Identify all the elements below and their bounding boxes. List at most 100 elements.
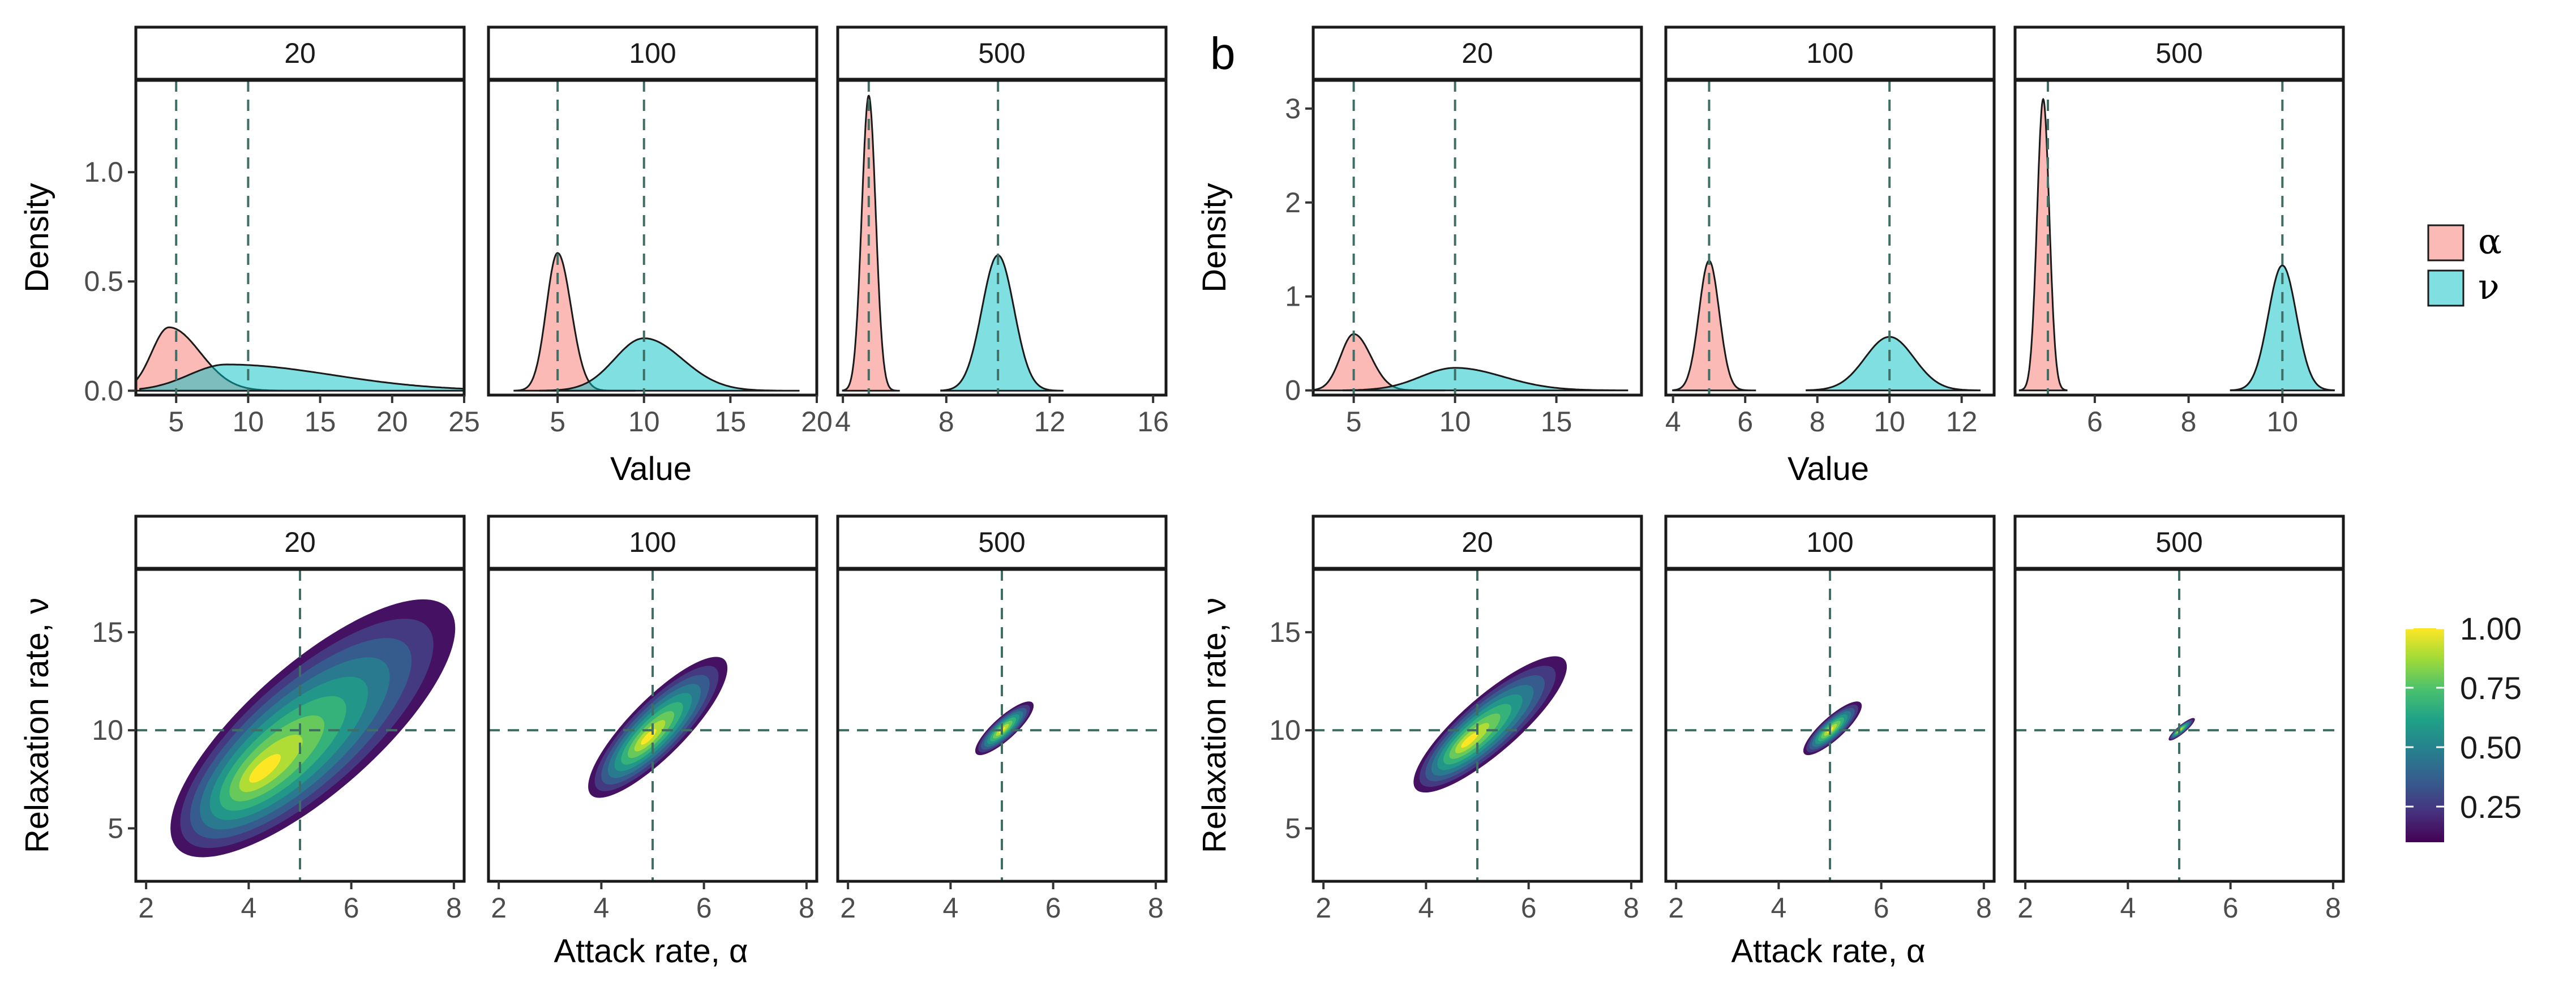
- panel-letter-b: b: [1210, 28, 1236, 79]
- x-tick-label: 8: [2181, 406, 2197, 438]
- facet-border: [487, 568, 818, 883]
- density-curve-nu: [1343, 367, 1628, 392]
- colorbar-tick-label: 1.00: [2460, 611, 2522, 646]
- x-tick-label: 6: [696, 892, 712, 924]
- x-tick-label: 8: [1148, 892, 1164, 924]
- facet-content: [2015, 569, 2343, 881]
- y-tick-label: 0: [1285, 375, 1301, 406]
- colorbar-tick-label: 0.75: [2460, 670, 2522, 706]
- facet-strip-label: 100: [1806, 526, 1853, 558]
- facet-panel-density-left-100: 100 5 10 15 20: [487, 25, 833, 438]
- facet-border: [487, 79, 818, 397]
- density-curve-nu: [2230, 264, 2335, 392]
- facet-panel-density-left-500: 500 4 8 12 16: [835, 25, 1169, 438]
- x-tick-label: 2: [1315, 892, 1331, 924]
- facet-panel-density2d-left-500: 500 2 4 6 8: [836, 515, 1168, 924]
- facet-content: [1313, 569, 1641, 881]
- facet-panel-density-left-20: 20 5 10 15 20 25 0.0 0.5 1.0: [84, 25, 480, 438]
- x-tick-label: 20: [376, 406, 408, 438]
- facet-strip: [836, 25, 1168, 81]
- facet-border: [2013, 79, 2345, 397]
- colorbar-gradient: [2406, 628, 2444, 842]
- x-tick-label: 8: [1976, 892, 1992, 924]
- facet-strip-label: 20: [284, 37, 316, 69]
- x-tick-label: 2: [138, 892, 154, 924]
- y-tick-label: 3: [1285, 93, 1301, 125]
- x-tick-label: 15: [1541, 406, 1572, 438]
- y-tick-label: 5: [1285, 812, 1301, 844]
- y-tick-label: 0.0: [84, 375, 123, 406]
- facet-border: [2013, 568, 2345, 883]
- facet-strip-label: 20: [284, 526, 316, 558]
- y-tick-label: 5: [108, 812, 123, 844]
- facet-strip-label: 500: [2155, 37, 2202, 69]
- x-tick-label: 8: [1623, 892, 1639, 924]
- colorbar-tick-label: 0.50: [2460, 730, 2522, 765]
- facet-border: [134, 79, 466, 397]
- y-tick-label: 15: [1269, 616, 1301, 648]
- facet-content: [2018, 80, 2335, 395]
- facet-border: [1311, 79, 1643, 397]
- x-tick-label: 10: [233, 406, 264, 438]
- x-tick-label: 4: [1665, 406, 1681, 438]
- facet-strip-label: 100: [629, 526, 676, 558]
- facet-strip-label: 100: [1806, 37, 1853, 69]
- y-axis-title-density: Density: [1196, 183, 1233, 292]
- x-axis-title-attack: Attack rate, α: [1731, 933, 1926, 970]
- facet-border: [1664, 568, 1996, 883]
- facet-panel-density2d-right-20: 20 2 4 6 8 5 10 15: [1269, 515, 1643, 924]
- facet-content: [1666, 569, 1994, 881]
- facet-panel-density2d-right-500: 500 2 4 6 8: [2013, 515, 2345, 924]
- density-curve-alpha: [842, 95, 900, 392]
- x-tick-label: 6: [1737, 406, 1753, 438]
- facet-border: [836, 568, 1168, 883]
- facet-content: [513, 80, 800, 395]
- x-tick-label: 10: [628, 406, 660, 438]
- facet-border: [1664, 79, 1996, 397]
- facet-strip-label: 20: [1461, 526, 1493, 558]
- facet-content: [1672, 80, 1981, 395]
- facet-strip-label: 100: [629, 37, 676, 69]
- x-tick-label: 8: [799, 892, 815, 924]
- x-tick-label: 6: [1521, 892, 1537, 924]
- x-tick-label: 15: [715, 406, 747, 438]
- legend-label-alpha: α: [2478, 221, 2502, 262]
- x-tick-label: 4: [1771, 892, 1786, 924]
- facet-border: [1311, 568, 1643, 883]
- x-tick-label: 4: [942, 892, 958, 924]
- x-tick-label: 20: [801, 406, 833, 438]
- facet-content: [1313, 80, 1628, 395]
- facet-strip: [487, 25, 818, 81]
- facet-content: [842, 80, 1064, 395]
- x-tick-label: 4: [241, 892, 256, 924]
- facet-content: [488, 569, 817, 881]
- density-contour-level: [249, 754, 281, 783]
- density-curve-nu: [1806, 336, 1981, 392]
- y-tick-label: 15: [92, 616, 123, 648]
- x-tick-label: 10: [2266, 406, 2298, 438]
- facet-border: [134, 568, 466, 883]
- y-axis-title-density: Density: [19, 183, 55, 292]
- density-contour-level: [1461, 732, 1478, 748]
- facet-strip: [1311, 25, 1643, 81]
- y-tick-label: 1.0: [84, 156, 123, 188]
- x-axis-title-value: Value: [610, 451, 692, 487]
- facet-strip-label: 500: [978, 37, 1025, 69]
- facet-panel-density2d-right-100: 100 2 4 6 8: [1664, 515, 1996, 924]
- x-tick-label: 6: [1045, 892, 1061, 924]
- colorbar-tick-label: 0.25: [2460, 789, 2522, 825]
- legend-swatch-nu: [2427, 269, 2464, 307]
- density-curve-nu: [940, 254, 1064, 392]
- x-tick-label: 2: [491, 892, 507, 924]
- facet-border: [836, 79, 1168, 397]
- x-tick-label: 6: [344, 892, 359, 924]
- x-tick-label: 2: [840, 892, 856, 924]
- x-tick-label: 5: [1346, 406, 1362, 438]
- x-tick-label: 5: [168, 406, 184, 438]
- facet-strip-label: 500: [978, 526, 1025, 558]
- x-axis-title-value: Value: [1788, 451, 1869, 487]
- facet-strip: [836, 515, 1168, 570]
- facet-panel-density-right-20: 20 5 10 15 0 1 2 3: [1285, 25, 1643, 438]
